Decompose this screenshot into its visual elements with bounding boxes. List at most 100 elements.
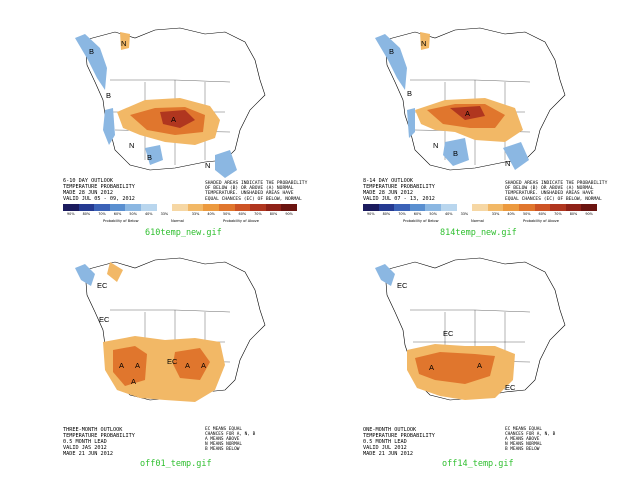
- image-caption: off01_temp.gif: [140, 459, 212, 469]
- colorbar-swatch: [581, 204, 597, 211]
- colorbar-tick-label: 60%: [238, 212, 247, 216]
- colorbar-swatch: [565, 204, 582, 211]
- colorbar-tick-label: 50%: [429, 212, 437, 216]
- colorbar-swatch: [250, 204, 266, 211]
- colorbar-tick-label: 60%: [413, 212, 422, 216]
- colorbar-tick-label: 60%: [113, 212, 122, 216]
- colorbar-swatch: [234, 204, 251, 211]
- colorbar-tick-label: [172, 212, 188, 216]
- colorbar-tick-label: 90%: [285, 212, 293, 216]
- outlook-title: ONE-MONTH OUTLOOK TEMPERATURE PROBABILIT…: [363, 427, 435, 457]
- map-label: A: [429, 363, 434, 372]
- colorbar-tick-label: 33%: [460, 212, 469, 216]
- colorbar-swatch: [63, 204, 79, 211]
- map-panel-814: B B N A B N N 8-14 DAY OUTLOOK TEMPERATU…: [355, 20, 608, 225]
- colorbar-tick-label: 70%: [554, 212, 562, 216]
- colorbar-tick-label: 40%: [507, 212, 515, 216]
- colorbar-swatch: [94, 204, 110, 211]
- colorbar-swatch: [487, 204, 504, 211]
- colorbar-swatch: [125, 204, 141, 211]
- map-label: EC: [167, 357, 178, 366]
- map-label: B: [389, 47, 394, 56]
- colorbar-tick-label: 33%: [191, 212, 200, 216]
- colorbar-swatch: [440, 204, 457, 211]
- colorbar-swatch: [378, 204, 395, 211]
- map-label: EC: [97, 281, 108, 290]
- colorbar-tick-label: 40%: [207, 212, 215, 216]
- colorbar-swatch: [265, 204, 282, 211]
- colorbar-swatch: [78, 204, 95, 211]
- outlook-title: 6-10 DAY OUTLOOK TEMPERATURE PROBABILITY…: [63, 178, 135, 202]
- colorbar-swatch: [550, 204, 566, 211]
- colorbar-tick-label: 33%: [160, 212, 169, 216]
- map-label: A: [171, 115, 176, 124]
- outlook-legend-text: EC MEANS EQUAL CHANCES FOR A, N, B A MEA…: [205, 427, 256, 452]
- map-label: B: [106, 91, 111, 100]
- map-label: B: [89, 47, 94, 56]
- map-label: EC: [397, 281, 408, 290]
- outlook-map: B B N A B N N: [375, 27, 566, 171]
- colorbar-tick-label: 80%: [269, 212, 278, 216]
- colorbar-tick-label: 80%: [382, 212, 391, 216]
- map-label: N: [505, 159, 510, 168]
- colorbar-swatch: [140, 204, 157, 211]
- colorbar-tick-label: 50%: [222, 212, 231, 216]
- colorbar-swatch: [503, 204, 519, 211]
- map-label: EC: [99, 315, 110, 324]
- colorbar-swatch: [409, 204, 426, 211]
- map-label: N: [129, 141, 134, 150]
- colorbar-tick-label: 90%: [585, 212, 593, 216]
- colorbar-ticks: 90% 80% 70% 60% 50% 40% 33% 33% 40% 50% 60% 70% 80% 9…: [63, 212, 297, 216]
- probability-colorbar: [363, 204, 597, 211]
- colorbar-swatch: [203, 204, 219, 211]
- outlook-map: EC EC A A EC: [375, 257, 566, 401]
- colorbar-tick-label: 40%: [444, 212, 453, 216]
- colorbar-swatch: [394, 204, 410, 211]
- outlook-title: THREE-MONTH OUTLOOK TEMPERATURE PROBABIL…: [63, 427, 135, 457]
- colorbar-swatch: [281, 204, 297, 211]
- colorbar-swatch: [425, 204, 441, 211]
- colorbar-tick-label: 33%: [491, 212, 500, 216]
- colorbar-swatch: [218, 204, 235, 211]
- probability-colorbar: [63, 204, 297, 211]
- colorbar-swatch: [456, 204, 473, 211]
- colorbar-tick-label: 40%: [144, 212, 153, 216]
- map-label: N: [433, 141, 438, 150]
- map-label: A: [201, 361, 206, 370]
- colorbar-tick-label: 80%: [82, 212, 91, 216]
- colorbar-tick-label: 80%: [569, 212, 578, 216]
- colorbar-tick-label: 50%: [129, 212, 137, 216]
- map-label: A: [135, 361, 140, 370]
- map-label: B: [407, 89, 412, 98]
- colorbar-tick-label: 70%: [398, 212, 406, 216]
- map-label: A: [477, 361, 482, 370]
- colorbar-tick-label: 50%: [522, 212, 531, 216]
- map-label: EC: [505, 383, 516, 392]
- map-label: B: [453, 149, 458, 158]
- colorbar-swatch: [187, 204, 204, 211]
- outlook-map: EC EC EC A A A A A: [75, 257, 266, 402]
- map-label: N: [421, 39, 426, 48]
- colorbar-swatch: [172, 204, 188, 211]
- map-label: A: [465, 109, 470, 118]
- colorbar-ticks: 90% 80% 70% 60% 50% 40% 33% 33% 40% 50% 60% 70% 80% 9…: [363, 212, 597, 216]
- outlook-legend-text: EC MEANS EQUAL CHANCES FOR A, N, B A MEA…: [505, 427, 556, 452]
- image-caption: 610temp_new.gif: [145, 228, 222, 238]
- colorbar-tick-label: [472, 212, 488, 216]
- map-panel-off01: EC EC EC A A A A A THREE-MONTH OUTLOOK T…: [55, 250, 305, 457]
- outlook-legend-text: SHADED AREAS INDICATE THE PROBABILITY OF…: [505, 181, 608, 202]
- colorbar-tick-label: 70%: [254, 212, 262, 216]
- colorbar-tick-label: 90%: [67, 212, 75, 216]
- colorbar-tick-label: 90%: [367, 212, 375, 216]
- colorbar-swatch: [472, 204, 488, 211]
- colorbar-swatch: [518, 204, 535, 211]
- colorbar-swatch: [109, 204, 126, 211]
- colorbar-tick-label: 60%: [538, 212, 547, 216]
- map-label: N: [121, 39, 126, 48]
- map-panel-off14: EC EC A A EC ONE-MONTH OUTLOOK TEMPERATU…: [355, 250, 605, 457]
- outlook-map: B B N B A N N: [75, 27, 266, 178]
- colorbar-swatch: [156, 204, 173, 211]
- map-label: A: [131, 377, 136, 386]
- outlook-legend-text: SHADED AREAS INDICATE THE PROBABILITY OF…: [205, 181, 308, 202]
- outlook-title: 8-14 DAY OUTLOOK TEMPERATURE PROBABILITY…: [363, 178, 435, 202]
